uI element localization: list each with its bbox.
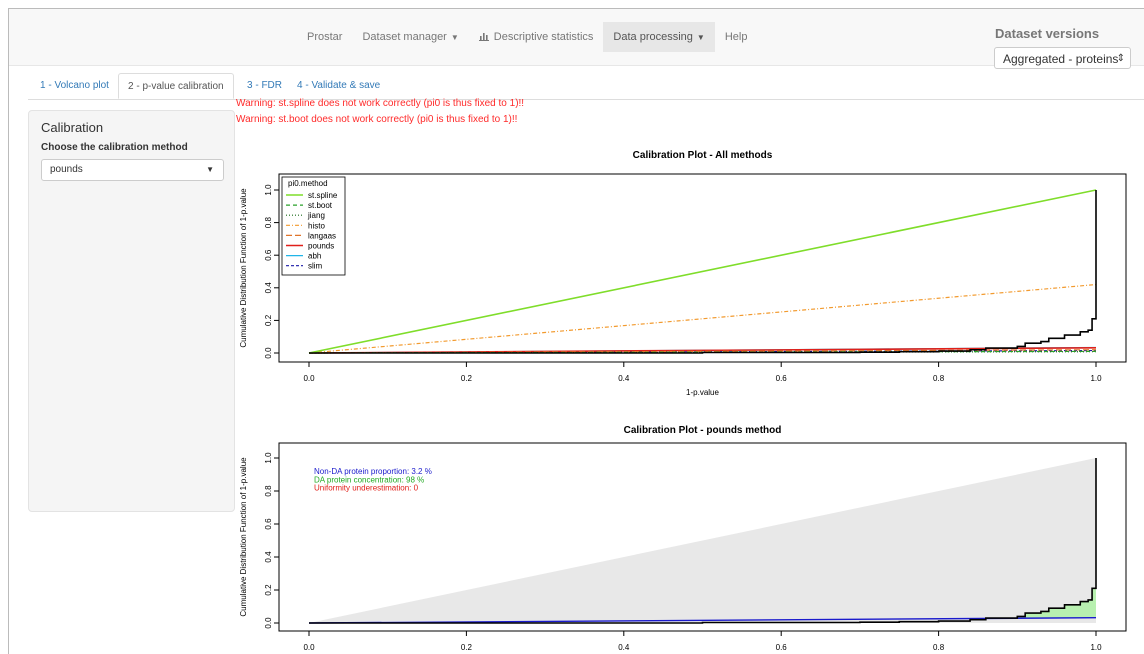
legend-box xyxy=(281,176,346,276)
y-tick-label: 0.4 xyxy=(264,282,273,294)
tab-bar: 1 - Volcano plot 2 - p-value calibration… xyxy=(28,73,1144,100)
caret-down-icon: ▼ xyxy=(206,165,214,174)
nav-help[interactable]: Help xyxy=(724,31,748,43)
plot-frame xyxy=(278,173,1127,363)
calibration-sidebar: Calibration Choose the calibration metho… xyxy=(28,110,235,512)
warning-st-boot: Warning: st.boot does not work correctly… xyxy=(236,114,518,125)
y-tick-label: 0.4 xyxy=(264,551,273,563)
annotation-2: Uniformity underestimation: 0 xyxy=(314,484,419,493)
annotation-1: DA protein concentration: 98 % xyxy=(314,475,424,484)
bar-chart-icon xyxy=(478,33,489,41)
nav-brand[interactable]: Prostar xyxy=(307,31,343,43)
nav-dataset-manager[interactable]: Dataset manager ▼ xyxy=(352,22,468,52)
tab-fdr[interactable]: 3 - FDR xyxy=(247,80,282,91)
legend-label-pounds: pounds xyxy=(308,242,334,251)
y-tick-label: 1.0 xyxy=(264,452,273,464)
nav-descriptive-statistics[interactable]: Descriptive statistics xyxy=(469,22,604,52)
x-tick-label: 0.2 xyxy=(461,374,473,383)
legend-label-histo: histo xyxy=(308,221,325,230)
x-tick-label: 0.0 xyxy=(303,643,315,652)
uniform-area xyxy=(309,458,1096,623)
tab-validate-save[interactable]: 4 - Validate & save xyxy=(297,80,381,91)
x-tick-label: 0.6 xyxy=(776,374,788,383)
tab-volcano-plot[interactable]: 1 - Volcano plot xyxy=(40,80,109,91)
y-tick-label: 0.2 xyxy=(264,314,273,326)
chart-title: Calibration Plot - pounds method xyxy=(624,425,782,436)
y-axis-label: Cumulative Distribution Function of 1-p.… xyxy=(239,457,248,617)
calibration-method-value: pounds xyxy=(50,164,83,175)
x-tick-label: 0.8 xyxy=(933,643,945,652)
chart-title: Calibration Plot - All methods xyxy=(633,150,773,161)
calibration-plot-all-methods: Calibration Plot - All methods 0.0 0.2 0.4 0… xyxy=(239,150,1127,397)
x-tick-label: 0.2 xyxy=(461,643,473,652)
nav-descriptive-statistics-label: Descriptive statistics xyxy=(493,31,594,43)
x-tick-label: 0.4 xyxy=(618,374,630,383)
dataset-version-select[interactable]: Aggregated - proteins ⇕ xyxy=(994,47,1131,69)
caret-down-icon: ▼ xyxy=(450,33,459,42)
nav-menu: Prostar Dataset manager ▼ Descriptive sta… xyxy=(297,22,757,52)
dataset-versions-title: Dataset versions xyxy=(995,26,1100,41)
select-arrows-icon: ⇕ xyxy=(1116,53,1125,64)
x-axis-label: 1-p.value xyxy=(686,388,719,397)
legend-label-st-boot: st.boot xyxy=(308,201,333,210)
navbar: Prostar Dataset manager ▼ Descriptive sta… xyxy=(9,9,1144,69)
series-line-histo xyxy=(308,283,1097,354)
x-tick-label: 0.8 xyxy=(933,374,945,383)
y-tick-label: 0.6 xyxy=(264,518,273,530)
y-tick-label: 0.8 xyxy=(264,216,273,228)
y-tick-label: 0.0 xyxy=(264,617,273,629)
x-tick-label: 0.6 xyxy=(776,643,788,652)
dataset-version-value: Aggregated - proteins xyxy=(1003,52,1119,66)
tab-p-value-calibration[interactable]: 2 - p-value calibration xyxy=(118,73,234,99)
y-tick-label: 0.6 xyxy=(264,249,273,261)
ecdf-line xyxy=(309,458,1097,624)
y-tick-label: 0.0 xyxy=(264,347,273,359)
nav-data-processing[interactable]: Data processing ▼ xyxy=(603,22,715,52)
warning-st-spline: Warning: st.spline does not work correct… xyxy=(236,98,525,109)
calibration-method-select[interactable]: pounds ▼ xyxy=(41,159,224,181)
x-tick-label: 1.0 xyxy=(1090,643,1102,652)
legend-label-slim: slim xyxy=(308,262,323,271)
legend-label-st-spline: st.spline xyxy=(308,191,338,200)
x-tick-label: 0.0 xyxy=(303,374,315,383)
legend-title: pi0.method xyxy=(288,179,328,188)
legend-label-jiang: jiang xyxy=(307,211,325,220)
calibration-plot-pounds: Calibration Plot - pounds method 0.0 0.2 0.… xyxy=(239,425,1127,652)
pi0-line xyxy=(308,617,1097,624)
x-tick-label: 0.4 xyxy=(618,643,630,652)
da-proportion-area xyxy=(954,586,1096,619)
y-tick-label: 1.0 xyxy=(264,184,273,196)
legend-label-abh: abh xyxy=(308,252,321,261)
ecdf-line xyxy=(309,190,1097,354)
legend-label-langaas: langaas xyxy=(308,231,336,240)
sidebar-title: Calibration xyxy=(41,120,104,135)
annotation-0: Non-DA protein proportion: 3.2 % xyxy=(314,467,432,476)
y-tick-label: 0.2 xyxy=(264,584,273,596)
nav-dataset-manager-label: Dataset manager xyxy=(362,31,447,43)
app-frame: Prostar Dataset manager ▼ Descriptive sta… xyxy=(8,8,1144,654)
caret-down-icon: ▼ xyxy=(696,33,705,42)
y-tick-label: 0.8 xyxy=(264,485,273,497)
series-line-st-spline xyxy=(308,189,1097,354)
calibration-method-label: Choose the calibration method xyxy=(41,142,188,153)
plot-frame xyxy=(278,442,1127,632)
y-axis-label: Cumulative Distribution Function of 1-p.… xyxy=(239,188,248,348)
x-tick-label: 1.0 xyxy=(1090,374,1102,383)
legend: pi0.method st.splinest.bootjianghistolang… xyxy=(281,176,346,276)
nav-data-processing-label: Data processing xyxy=(613,31,693,43)
